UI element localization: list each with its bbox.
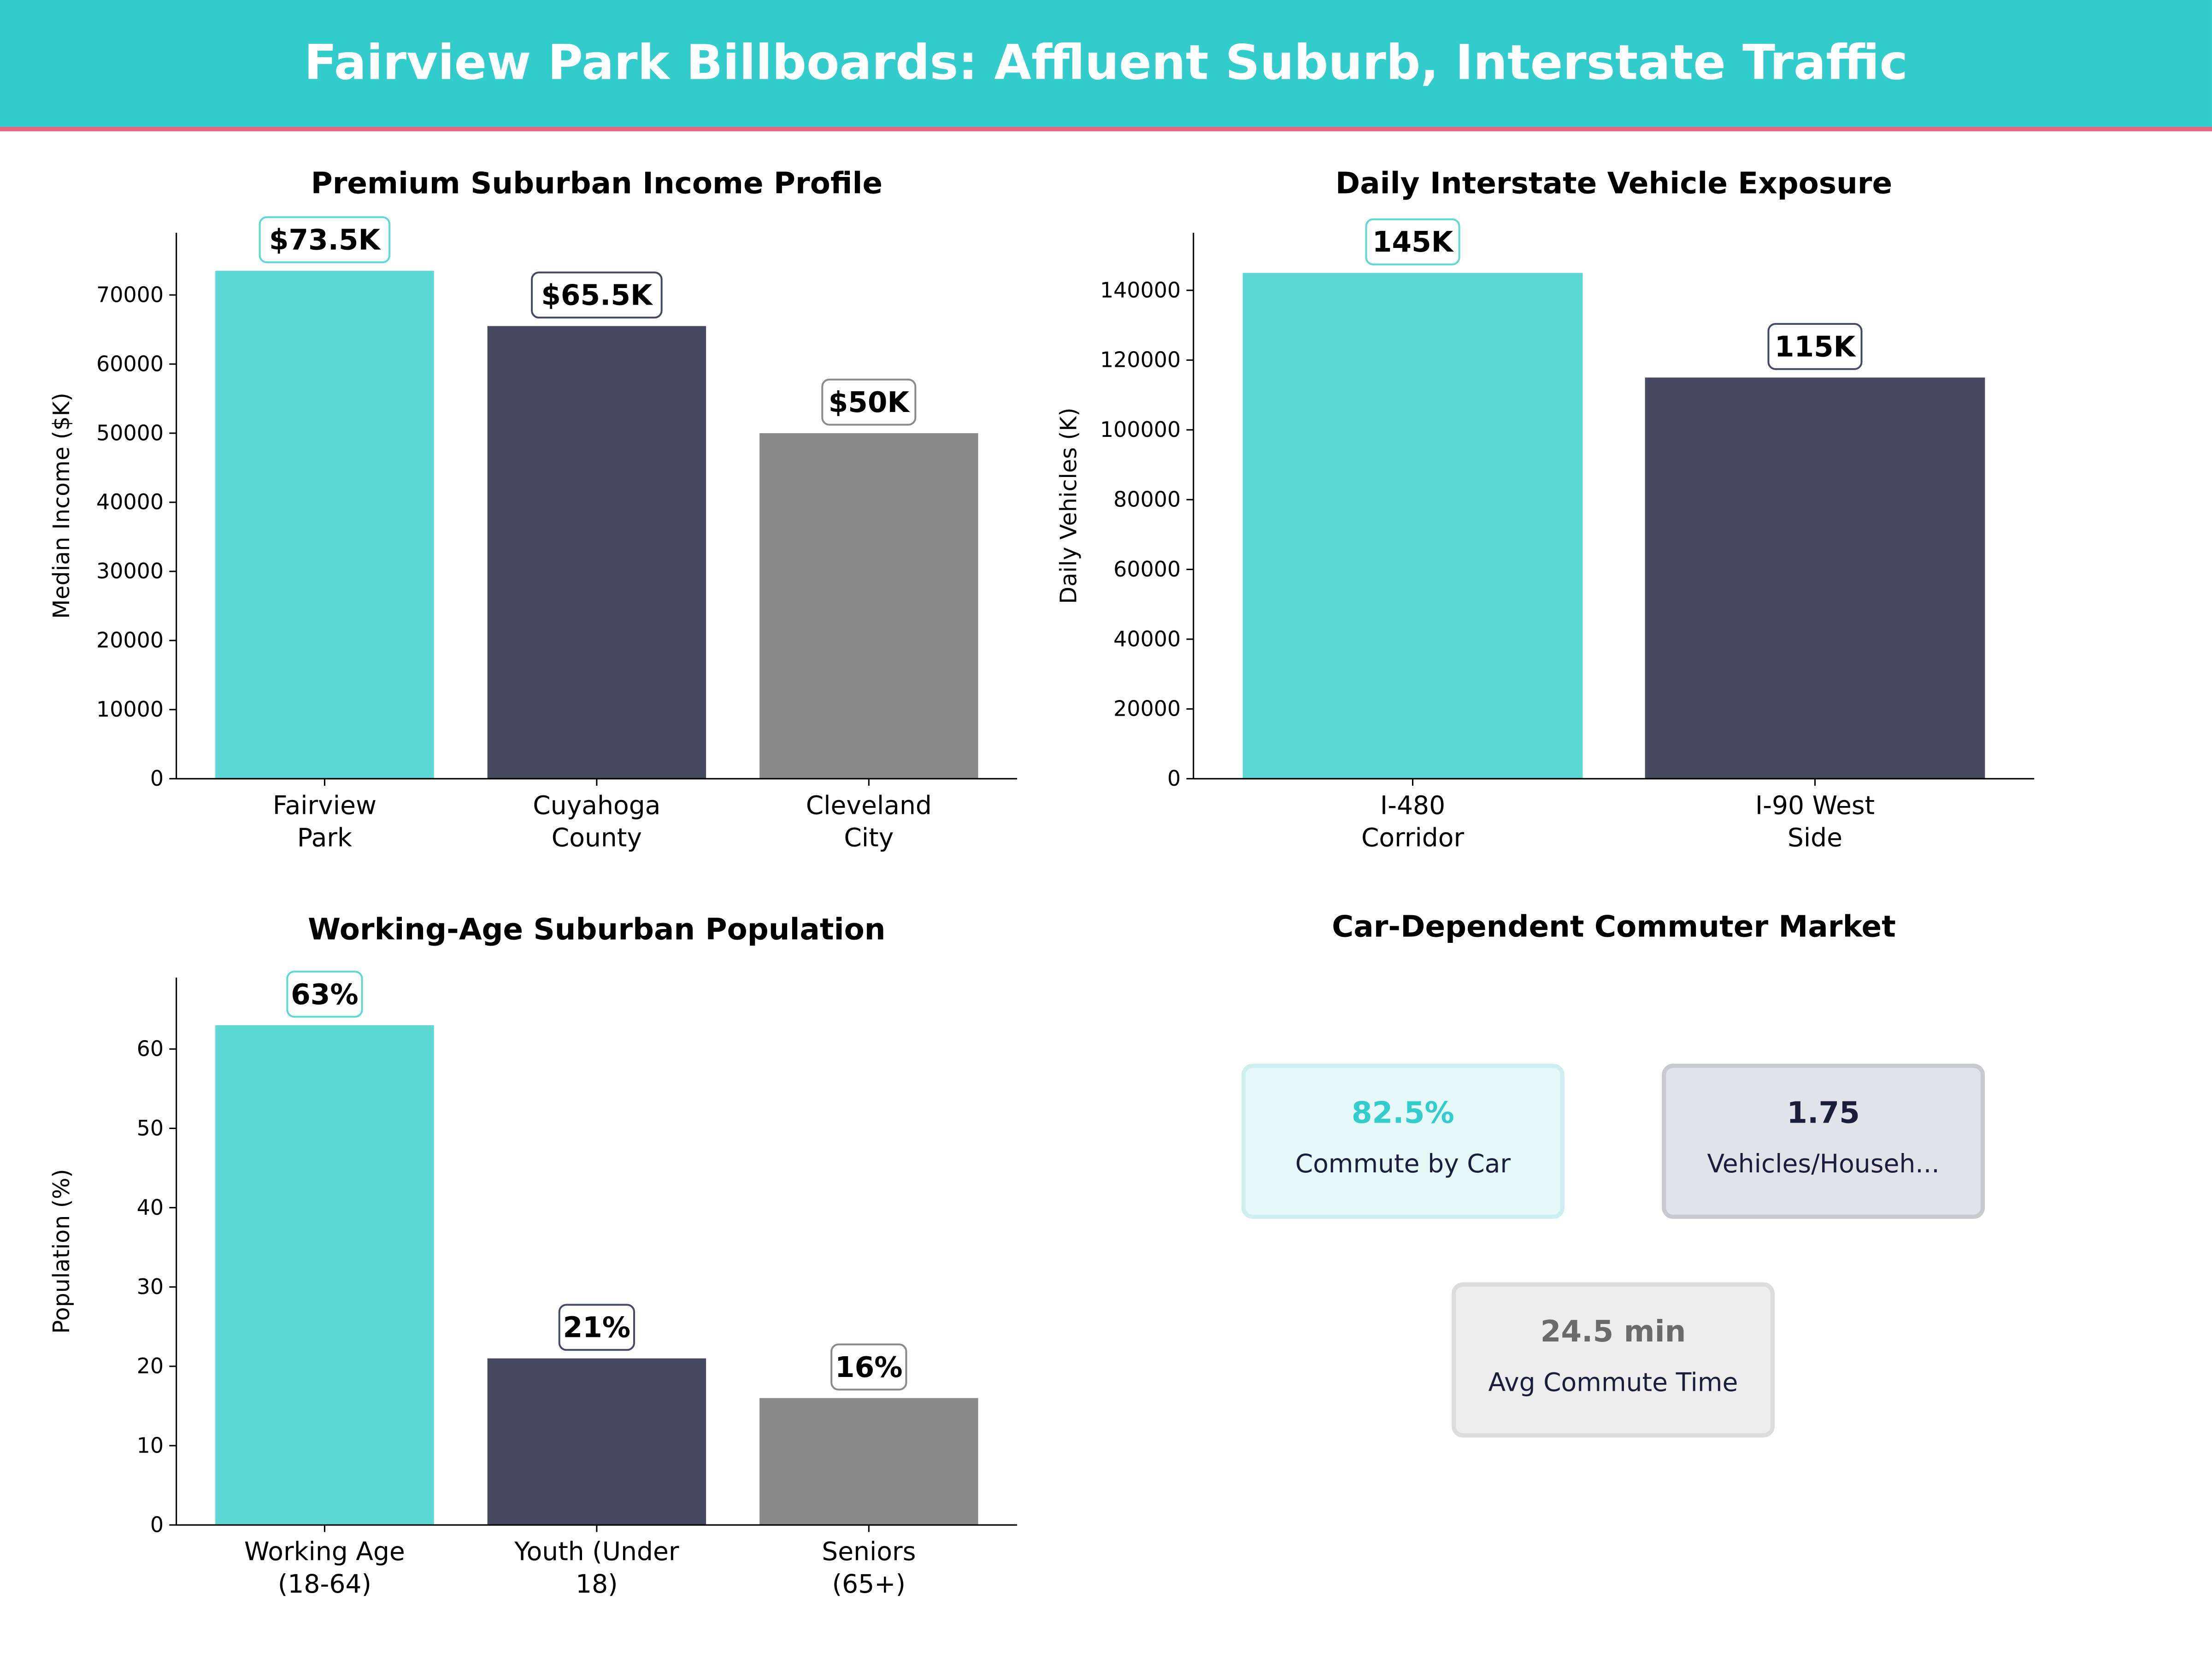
x-tick-label: I-480 xyxy=(1380,790,1445,820)
y-axis-label: Population (%) xyxy=(48,1169,75,1334)
data-label-box xyxy=(830,1343,907,1391)
y-tick-label: 40 xyxy=(137,1195,164,1220)
y-tick-label: 20 xyxy=(137,1353,164,1378)
y-tick-label: 20000 xyxy=(1113,696,1181,721)
y-axis-label: Median Income ($K) xyxy=(48,393,75,619)
card-value: 1.75 xyxy=(1787,1096,1860,1130)
y-tick-label: 30 xyxy=(137,1274,164,1299)
x-tick-label: Youth (Under xyxy=(514,1537,679,1566)
y-tick-label: 50 xyxy=(137,1116,164,1141)
data-label-box xyxy=(531,271,663,319)
y-tick-label: 10 xyxy=(137,1433,164,1458)
x-tick-label: (18-64) xyxy=(278,1569,371,1599)
y-tick-label: 40000 xyxy=(96,489,164,514)
y-tick-label: 80000 xyxy=(1113,487,1181,512)
data-label: 21% xyxy=(563,1312,631,1344)
y-tick-label: 0 xyxy=(150,1512,164,1537)
x-tick-label: Fairview xyxy=(273,790,377,820)
x-tick-label: Cleveland xyxy=(806,790,932,820)
x-tick-label: (65+) xyxy=(832,1569,906,1599)
x-tick-label: Park xyxy=(297,823,352,853)
x-tick-label: Side xyxy=(1788,823,1842,853)
vehicles-per-household-card: 1.75 Vehicles/Househ... xyxy=(1662,1064,1985,1219)
y-tick-label: 60 xyxy=(137,1036,164,1061)
data-label-box xyxy=(558,1304,635,1351)
page-title: Fairview Park Billboards: Affluent Subur… xyxy=(304,35,1908,92)
data-label: $50K xyxy=(829,386,911,419)
y-tick-label: 50000 xyxy=(96,420,164,445)
chart-title: Daily Interstate Vehicle Exposure xyxy=(1335,166,1892,200)
chart-title: Premium Suburban Income Profile xyxy=(311,166,882,200)
y-axis-label: Daily Vehicles (K) xyxy=(1056,407,1082,604)
income-chart: Premium Suburban Income Profile $73.5K Fai… xyxy=(48,166,1018,853)
y-tick-label: 20000 xyxy=(96,628,164,653)
data-label: $73.5K xyxy=(269,224,382,257)
y-tick-label: 0 xyxy=(1167,766,1181,791)
y-tick-label: 120000 xyxy=(1100,347,1181,372)
data-label-box xyxy=(286,971,363,1018)
y-tick-label: 40000 xyxy=(1113,626,1181,651)
y-tick-label: 30000 xyxy=(96,559,164,583)
vehicle-exposure-chart: Daily Interstate Vehicle Exposure 145K I-4… xyxy=(1056,166,2035,853)
data-label: 115K xyxy=(1775,330,1857,363)
card-label: Commute by Car xyxy=(1295,1149,1511,1180)
bar xyxy=(759,1398,978,1525)
y-tick-label: 100000 xyxy=(1100,417,1181,442)
data-label: 63% xyxy=(291,978,359,1011)
x-tick-label: City xyxy=(844,823,894,853)
bar xyxy=(215,1025,434,1525)
x-tick-label: 18) xyxy=(576,1569,618,1599)
bar xyxy=(1645,377,1985,779)
commuter-panel-title: Car-Dependent Commuter Market xyxy=(1332,910,1896,944)
x-tick-label: County xyxy=(552,823,642,853)
data-label: $65.5K xyxy=(541,279,653,312)
avg-commute-time-card: 24.5 min Avg Commute Time xyxy=(1451,1282,1775,1438)
population-chart: Working-Age Suburban Population 63% Workin… xyxy=(48,912,1018,1599)
y-tick-label: 10000 xyxy=(96,697,164,722)
data-label-box xyxy=(821,378,917,426)
bar xyxy=(215,271,434,779)
x-tick-label: I-90 West xyxy=(1755,790,1875,820)
bar xyxy=(487,1358,706,1525)
x-tick-label: Seniors xyxy=(822,1537,916,1566)
commute-by-car-card: 82.5% Commute by Car xyxy=(1241,1064,1565,1219)
y-tick-label: 70000 xyxy=(96,282,164,307)
x-tick-label: Working Age xyxy=(244,1537,405,1566)
data-label-box xyxy=(1365,218,1460,265)
header-banner: Fairview Park Billboards: Affluent Subur… xyxy=(0,0,2212,131)
data-label: 16% xyxy=(835,1351,903,1384)
bar xyxy=(759,433,978,779)
x-tick-label: Cuyahoga xyxy=(533,790,660,820)
y-tick-label: 60000 xyxy=(96,351,164,376)
card-value: 82.5% xyxy=(1351,1096,1454,1130)
card-label: Vehicles/Househ... xyxy=(1707,1149,1940,1180)
chart-title: Working-Age Suburban Population xyxy=(308,912,885,947)
data-label-box xyxy=(1767,323,1863,370)
y-tick-label: 0 xyxy=(150,766,164,791)
card-value: 24.5 min xyxy=(1540,1315,1686,1349)
y-tick-label: 60000 xyxy=(1113,557,1181,582)
data-label-box xyxy=(259,216,391,264)
y-tick-label: 140000 xyxy=(1100,277,1181,302)
x-tick-label: Corridor xyxy=(1361,823,1464,853)
bar xyxy=(487,326,706,779)
bar xyxy=(1242,273,1583,779)
card-label: Avg Commute Time xyxy=(1488,1368,1738,1398)
data-label: 145K xyxy=(1372,226,1454,259)
